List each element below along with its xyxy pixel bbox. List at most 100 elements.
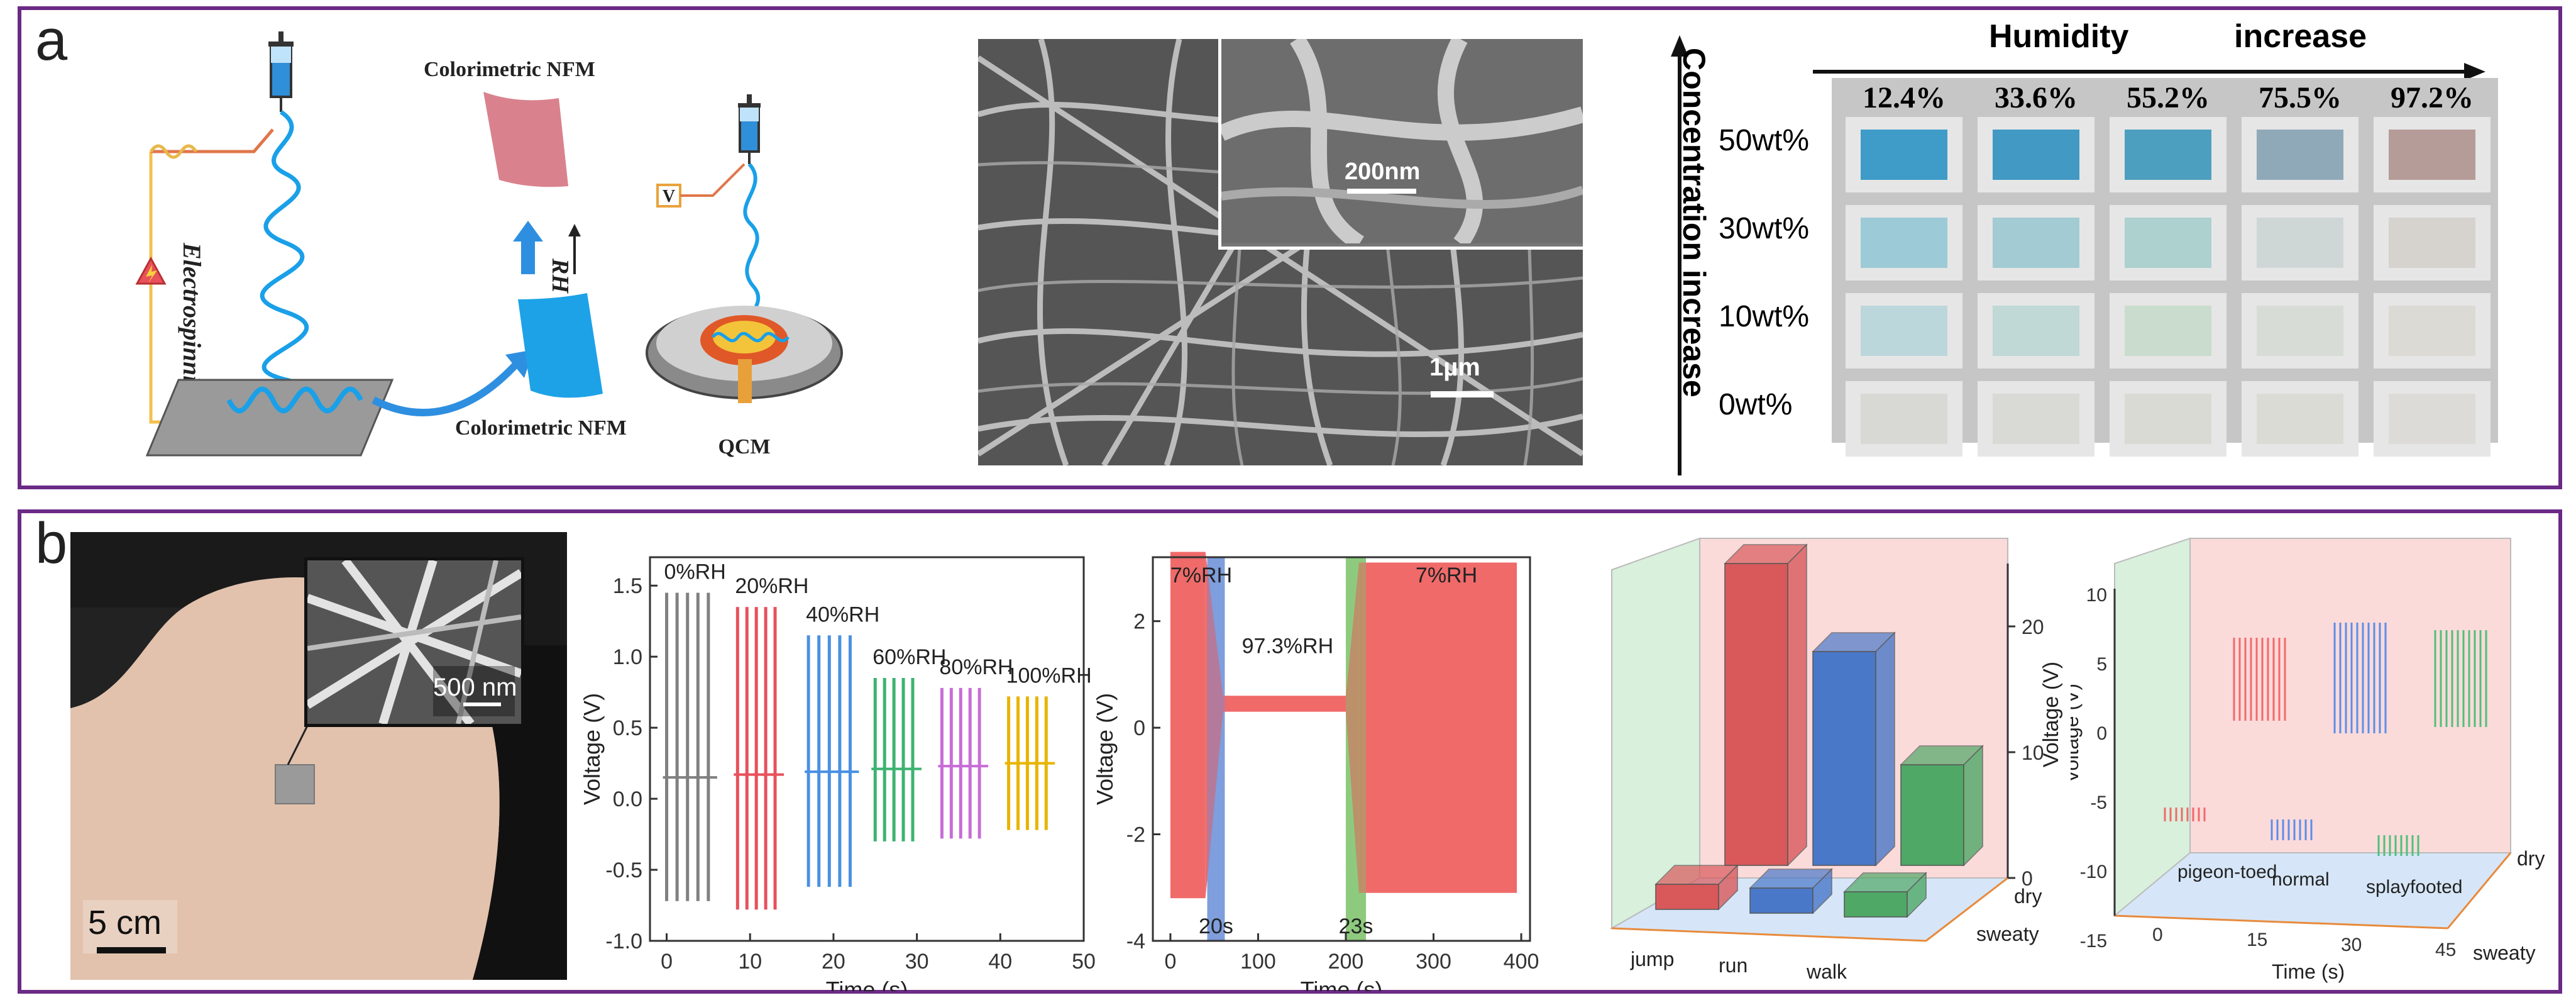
plot-frame: [1152, 556, 1531, 942]
x-tick-label: 0: [1164, 950, 1176, 974]
bar-front: [1812, 651, 1876, 866]
z-tick-label: -15: [2080, 931, 2107, 952]
floor-edge: [1611, 927, 1927, 942]
humidity-title: Humidity: [1989, 18, 2129, 55]
concentration-tick-label: 30wt%: [1719, 212, 1810, 245]
color-swatch: [1861, 218, 1947, 268]
bar-front: [1844, 891, 1908, 918]
scale-bar: [1431, 391, 1494, 397]
depth-label: dry: [2517, 847, 2545, 870]
segment-label: 7%RH: [1416, 564, 1477, 587]
series-label: pigeon-toed: [2177, 862, 2277, 882]
x-axis-label: Time (s): [826, 977, 908, 991]
color-swatch: [1861, 394, 1947, 444]
y-tick-label: -0.5: [605, 858, 642, 882]
z-tick-label: 20: [2022, 616, 2044, 638]
decay-envelope: [1205, 552, 1223, 899]
panel-b: b 500 nm 5 cm 0 10 20 30 40 50 -1.0 -0.5 0.0 0.5 1…: [18, 509, 2562, 994]
chart-3d-gait: -15 -10 -5 0 5 10 Voltage (V) pigeon-toednormal…: [2071, 537, 2545, 983]
color-swatch: [2389, 130, 2475, 180]
bar-front: [1900, 764, 1964, 866]
color-swatch: [1861, 306, 1947, 356]
y-tick-label: 1.5: [613, 574, 642, 598]
x-tick-label: 10: [738, 950, 762, 974]
color-swatch: [2125, 306, 2211, 356]
z-axis-label: Voltage (V): [2071, 684, 2083, 783]
color-swatch: [1993, 306, 2079, 356]
x-tick-label: 30: [2341, 935, 2362, 955]
recovery-envelope: [1345, 562, 1359, 893]
x-tick-label: 400: [1504, 950, 1539, 974]
z-tick-label: 0: [2096, 723, 2107, 744]
signal-envelope: [1170, 552, 1206, 899]
x-tick-label: 0: [2152, 924, 2163, 945]
z-axis-label: Voltage (V): [2039, 662, 2063, 767]
color-swatch: [2257, 306, 2343, 356]
series-label: 60%RH: [872, 645, 946, 669]
humidity-tick-label: 33.6%: [1995, 81, 2078, 114]
x-tick-label: 40: [988, 950, 1012, 974]
nfm-top-label: Colorimetric NFM: [424, 58, 595, 81]
segment-label: 97.3%RH: [1242, 635, 1334, 658]
x-tick-label: 15: [2247, 930, 2267, 950]
signal-envelope: [1223, 696, 1346, 712]
bar-top: [1749, 869, 1833, 889]
depth-label: sweaty: [2473, 941, 2536, 964]
fiber-inset: 500 nm: [304, 557, 524, 727]
y-axis-label: Voltage (V): [1092, 693, 1118, 805]
color-swatch: [2389, 306, 2475, 356]
chart-3d-bars: 0 10 20 Voltage (V) jump run walk dry sweaty: [1609, 537, 2063, 983]
humidity-tick-label: 75.5%: [2259, 81, 2342, 114]
y-tick-label: 2: [1133, 610, 1145, 634]
left-wall: [2114, 537, 2191, 918]
nfm-bottom-label: Colorimetric NFM: [455, 416, 627, 440]
concentration-tick-label: 10wt%: [1719, 300, 1810, 333]
floor-edge: [2114, 914, 2448, 930]
series-label: 100%RH: [1006, 664, 1092, 687]
color-swatch: [2257, 130, 2343, 180]
annotation-label: 20s: [1199, 914, 1233, 938]
y-tick-label: -4: [1126, 930, 1145, 953]
qcm-label: QCM: [718, 435, 770, 458]
humidity-tick-label: 55.2%: [2127, 81, 2210, 114]
bar-side: [1875, 631, 1895, 867]
syringe-icon: [268, 31, 294, 112]
humidity-tick-label: 97.2%: [2391, 81, 2474, 114]
z-tick-label: -10: [2080, 862, 2107, 882]
bar-top: [1724, 544, 1808, 564]
bar-side: [1963, 745, 1983, 867]
series-label: 20%RH: [735, 574, 808, 598]
scale-box: [83, 900, 177, 953]
increase-title: increase: [2234, 18, 2367, 55]
x-tick-label: 200: [1328, 950, 1364, 974]
bar-side: [1787, 543, 1807, 867]
chart-rh-switching: 20s 23s 7%RH 97.3%RH 7%RH 0 100 200 300 400 -4 -2 0 2…: [1092, 552, 1539, 991]
bar-front: [1655, 884, 1719, 910]
series-label: 40%RH: [806, 602, 879, 626]
color-chart: Humidity increase Concentration increase…: [1649, 10, 2555, 488]
x-tick-label: 0: [661, 950, 673, 974]
y-tick-label: -1.0: [605, 930, 642, 953]
bar-front: [1749, 887, 1814, 914]
sem-inset: 200nm: [1218, 39, 1583, 251]
y-axis-label: Voltage (V): [579, 693, 605, 805]
x-axis-label: Time (s): [2272, 960, 2345, 983]
panel-a-label: a: [35, 8, 68, 72]
category-label: run: [1719, 954, 1748, 977]
series-label: normal: [2272, 869, 2330, 890]
bar-top: [1900, 745, 1984, 765]
color-swatch: [2389, 394, 2475, 444]
floor-edge: [1925, 877, 2008, 942]
annotation-label: 23s: [1339, 914, 1373, 938]
z-tick-label: 0: [2022, 867, 2033, 890]
y-tick-label: 0: [1133, 716, 1145, 740]
pink-membrane: [483, 92, 568, 187]
y-tick-label: 1.0: [613, 645, 642, 669]
segment-label: 7%RH: [1170, 564, 1232, 587]
chart-voltage-vs-rh: 0 10 20 30 40 50 -1.0 -0.5 0.0 0.5 1.0 1.5 Time (s) V…: [579, 556, 1096, 991]
category-label: jump: [1630, 948, 1674, 970]
inset-scale-label: 500 nm: [433, 674, 517, 701]
concentration-title: Concentration increase: [1676, 48, 1712, 397]
color-swatch: [2125, 218, 2211, 268]
up-arrow-icon: [513, 221, 543, 242]
